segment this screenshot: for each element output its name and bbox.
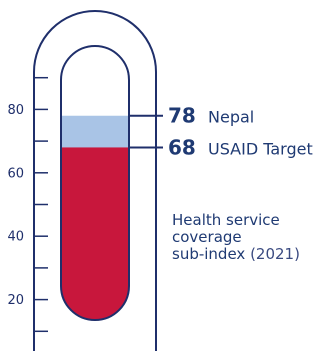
value-number-usaid-target: 68 (168, 135, 196, 159)
value-number-nepal: 78 (168, 104, 196, 128)
thermometer-inner-outline (60, 45, 130, 321)
tick-label-80: 80 (7, 103, 24, 118)
tick-label-60: 60 (7, 166, 24, 181)
tick-label-40: 40 (7, 230, 24, 245)
tick-label-20: 20 (7, 293, 24, 308)
value-name-nepal: Nepal (208, 108, 254, 127)
caption-year: (2021) (250, 245, 300, 263)
caption-line-2: coverage (172, 228, 242, 246)
thermometer-outer-outline (33, 10, 157, 351)
fill-bar-usaid-target (61, 147, 129, 320)
value-name-usaid-target: USAID Target (208, 139, 313, 158)
caption-line-3-wrapper: sub-index (2021) (172, 246, 332, 263)
caption-line-3: sub-index (172, 245, 246, 263)
chart-caption: Health service coverage sub-index (2021) (172, 212, 332, 263)
caption-line-1: Health service (172, 211, 280, 229)
